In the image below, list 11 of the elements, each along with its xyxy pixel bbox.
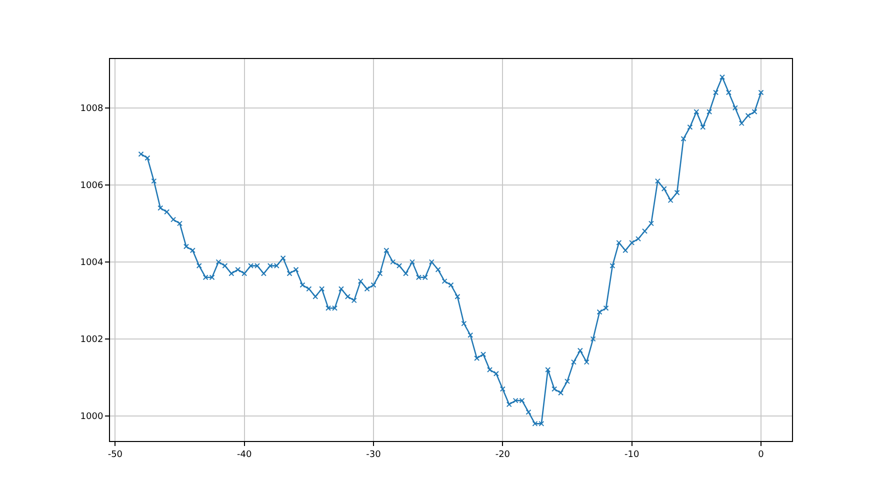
x-tick-label: -20 xyxy=(495,450,510,460)
x-tick-label: 0 xyxy=(758,450,764,460)
y-tick-label: 1008 xyxy=(80,104,104,114)
y-tick-label: 1002 xyxy=(80,335,104,346)
x-tick-label: -50 xyxy=(108,450,123,460)
x-tick-label: -40 xyxy=(236,450,252,460)
y-tick-label: 1004 xyxy=(80,258,104,268)
x-tick-label: -30 xyxy=(366,450,382,460)
y-tick-label: 1000 xyxy=(80,412,104,422)
x-tick-label: -10 xyxy=(624,450,640,460)
y-tick-label: 1006 xyxy=(80,181,104,192)
